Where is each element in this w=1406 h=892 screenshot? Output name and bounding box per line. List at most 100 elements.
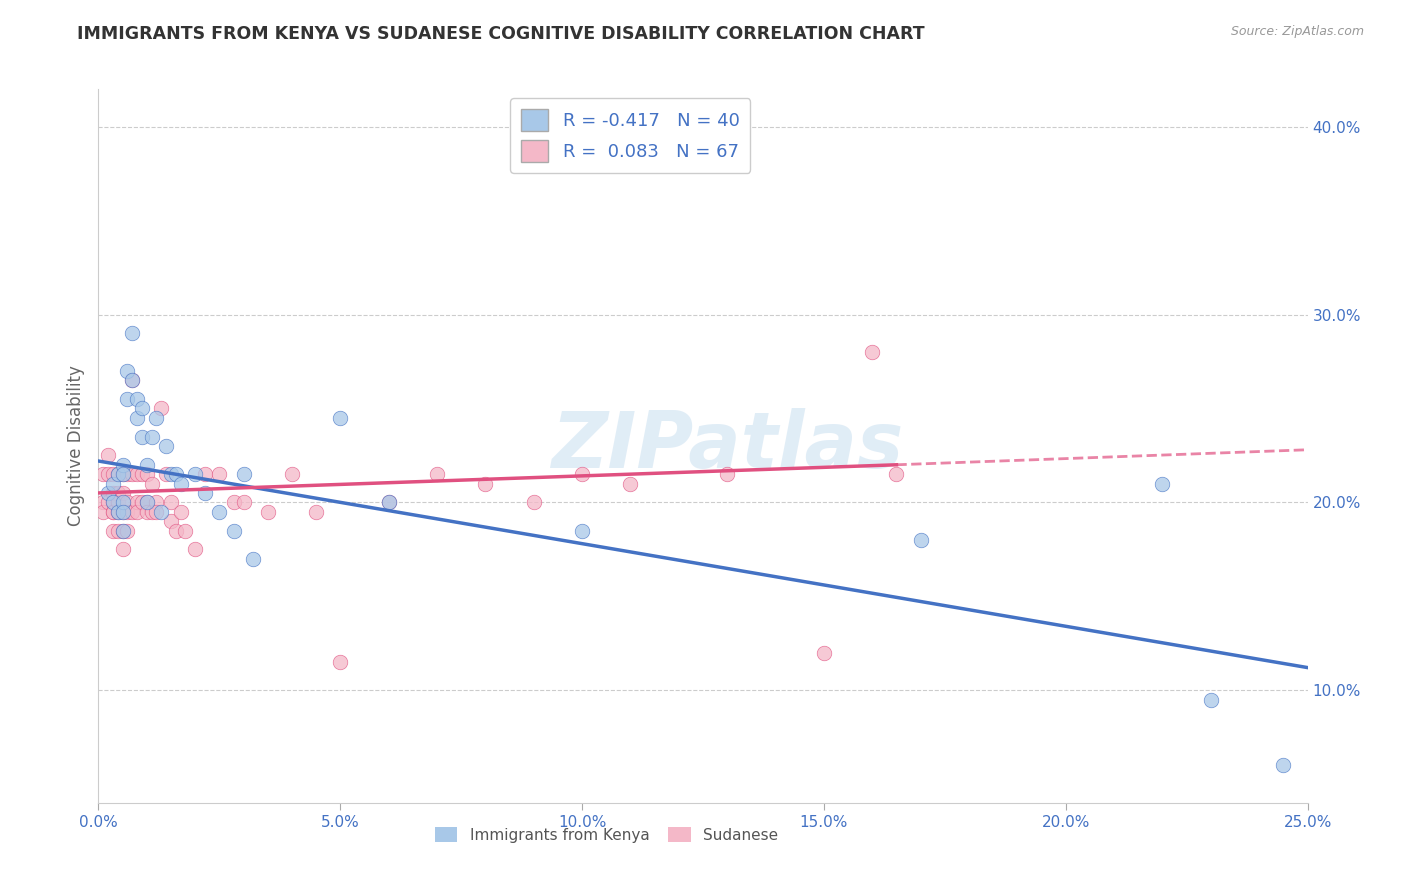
Point [145, 410, 167, 425]
Point [145, 505, 167, 519]
Point [150, 401, 173, 416]
Point [145, 495, 167, 509]
Point [242, 551, 264, 566]
Text: IMMIGRANTS FROM KENYA VS SUDANESE COGNITIVE DISABILITY CORRELATION CHART: IMMIGRANTS FROM KENYA VS SUDANESE COGNIT… [77, 25, 925, 43]
Point [194, 467, 217, 482]
Point [121, 373, 143, 387]
Point [121, 505, 143, 519]
Point [222, 524, 245, 538]
Point [1272, 758, 1295, 772]
Point [101, 495, 124, 509]
Point [111, 542, 134, 557]
Point [107, 467, 129, 482]
Point [813, 646, 835, 660]
Point [208, 467, 231, 482]
Point [256, 505, 278, 519]
Point [860, 345, 883, 359]
Point [377, 495, 399, 509]
Point [97, 467, 120, 482]
Point [281, 467, 304, 482]
Point [232, 467, 254, 482]
Point [184, 542, 207, 557]
Point [165, 524, 187, 538]
Point [101, 486, 124, 500]
Point [571, 524, 593, 538]
Point [127, 392, 149, 406]
Point [127, 505, 149, 519]
Point [160, 495, 183, 509]
Point [131, 429, 153, 443]
Point [169, 476, 191, 491]
Point [232, 495, 254, 509]
Point [474, 476, 496, 491]
Point [377, 495, 399, 509]
Point [886, 467, 908, 482]
Point [101, 505, 124, 519]
Point [117, 524, 139, 538]
Point [135, 495, 157, 509]
Point [111, 495, 134, 509]
Point [150, 505, 173, 519]
Point [107, 467, 129, 482]
Point [101, 524, 124, 538]
Point [155, 439, 177, 453]
Point [141, 429, 163, 443]
Point [107, 505, 129, 519]
Point [117, 495, 139, 509]
Point [1199, 692, 1222, 706]
Point [135, 505, 157, 519]
Point [111, 505, 134, 519]
Point [107, 524, 129, 538]
Point [117, 467, 139, 482]
Point [101, 467, 124, 482]
Point [329, 655, 352, 669]
Point [169, 505, 191, 519]
Point [111, 505, 134, 519]
Point [91, 495, 114, 509]
Point [107, 505, 129, 519]
Point [111, 524, 134, 538]
Point [117, 505, 139, 519]
Point [111, 458, 134, 472]
Point [127, 467, 149, 482]
Point [107, 486, 129, 500]
Legend: Immigrants from Kenya, Sudanese: Immigrants from Kenya, Sudanese [429, 821, 785, 848]
Point [111, 467, 134, 482]
Text: Source: ZipAtlas.com: Source: ZipAtlas.com [1230, 25, 1364, 38]
Point [160, 467, 183, 482]
Point [141, 476, 163, 491]
Point [426, 467, 449, 482]
Point [131, 401, 153, 416]
Point [135, 467, 157, 482]
Point [97, 495, 120, 509]
Point [523, 495, 546, 509]
Text: ZIPatlas: ZIPatlas [551, 408, 903, 484]
Point [121, 326, 143, 341]
Point [135, 495, 157, 509]
Point [97, 449, 120, 463]
Point [117, 392, 139, 406]
Point [184, 467, 207, 482]
Point [101, 476, 124, 491]
Point [208, 505, 231, 519]
Point [571, 467, 593, 482]
Point [329, 410, 352, 425]
Point [165, 467, 187, 482]
Point [101, 505, 124, 519]
Point [194, 486, 217, 500]
Point [131, 467, 153, 482]
Point [160, 514, 183, 528]
Point [101, 495, 124, 509]
Point [305, 505, 328, 519]
Point [127, 410, 149, 425]
Point [174, 524, 197, 538]
Point [107, 495, 129, 509]
Point [135, 458, 157, 472]
Point [111, 524, 134, 538]
Point [127, 495, 149, 509]
Point [1152, 476, 1174, 491]
Point [222, 495, 245, 509]
Point [121, 373, 143, 387]
Point [111, 486, 134, 500]
Point [155, 467, 177, 482]
